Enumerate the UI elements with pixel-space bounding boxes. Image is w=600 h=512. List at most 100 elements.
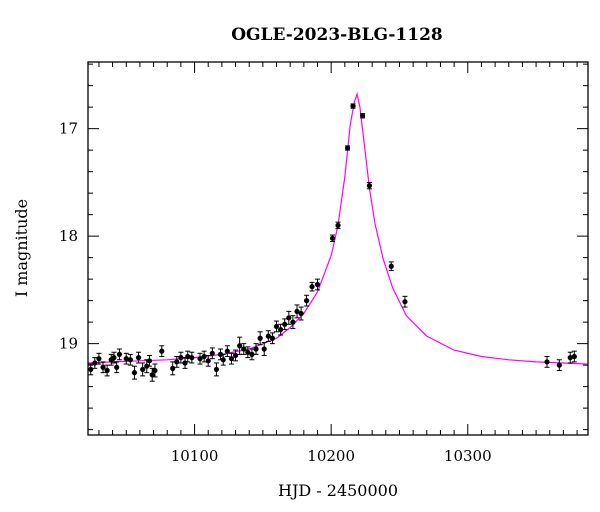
data-marker xyxy=(88,366,94,373)
chart-title: OGLE-2023-BLG-1128 xyxy=(231,25,443,45)
data-point xyxy=(127,353,133,366)
data-point xyxy=(140,362,146,377)
data-marker xyxy=(253,346,259,352)
data-point xyxy=(224,345,230,358)
data-point xyxy=(366,181,373,190)
data-point xyxy=(245,346,251,359)
x-tick-label: 10100 xyxy=(171,447,219,465)
data-point xyxy=(197,352,203,365)
data-marker xyxy=(197,356,203,362)
data-marker xyxy=(189,355,195,361)
data-marker xyxy=(182,360,188,366)
data-point xyxy=(159,345,165,358)
data-marker xyxy=(114,364,120,370)
data-point xyxy=(111,351,117,364)
data-marker xyxy=(100,364,106,370)
data-point xyxy=(544,356,550,368)
data-point xyxy=(261,342,267,356)
data-point xyxy=(237,336,243,355)
data-point xyxy=(182,357,188,369)
data-marker xyxy=(217,351,224,357)
data-marker xyxy=(261,346,267,352)
data-point xyxy=(189,351,195,364)
data-point xyxy=(146,354,153,367)
data-point xyxy=(282,318,288,331)
data-point xyxy=(116,348,123,361)
data-marker xyxy=(359,113,366,119)
data-point xyxy=(174,356,180,368)
y-axis-ticks: 17 18 19 xyxy=(59,63,588,431)
data-marker xyxy=(329,235,336,241)
data-marker xyxy=(116,351,123,357)
data-marker xyxy=(335,222,341,228)
data-marker xyxy=(294,308,300,314)
data-point xyxy=(241,343,247,355)
data-marker xyxy=(257,335,263,341)
data-point xyxy=(290,315,296,330)
data-marker xyxy=(174,359,180,365)
data-marker xyxy=(209,350,215,356)
data-point xyxy=(335,221,341,230)
data-marker xyxy=(127,357,133,363)
plot-frame xyxy=(87,61,589,436)
data-point xyxy=(298,306,304,321)
data-point xyxy=(388,261,394,272)
data-marker xyxy=(185,353,191,360)
data-marker xyxy=(298,310,304,317)
data-marker xyxy=(220,357,226,363)
data-point xyxy=(309,281,315,292)
data-marker xyxy=(144,363,150,369)
data-point xyxy=(257,331,263,346)
data-point xyxy=(402,295,408,308)
data-point xyxy=(114,361,120,374)
data-point xyxy=(108,353,114,366)
data-marker xyxy=(213,366,220,373)
data-marker xyxy=(282,321,288,327)
x-axis-ticks: 10100 10200 10300 xyxy=(98,62,578,465)
data-point xyxy=(170,361,176,376)
data-marker xyxy=(237,343,243,349)
data-point xyxy=(253,343,259,355)
data-point xyxy=(131,365,138,380)
data-marker xyxy=(350,103,356,109)
data-point xyxy=(100,361,106,374)
data-marker xyxy=(131,370,138,376)
data-point xyxy=(88,363,94,376)
data-point xyxy=(344,145,351,151)
data-marker xyxy=(265,333,271,339)
data-point xyxy=(92,357,98,369)
data-point xyxy=(329,234,336,243)
data-marker xyxy=(170,365,176,371)
x-axis-label: HJD - 2450000 xyxy=(278,481,398,500)
data-marker xyxy=(556,362,562,368)
data-point xyxy=(359,113,366,119)
data-marker xyxy=(544,359,550,365)
y-axis-label: I magnitude xyxy=(12,199,31,297)
data-marker xyxy=(571,353,577,360)
data-point xyxy=(314,278,321,291)
data-marker xyxy=(104,367,110,374)
data-marker xyxy=(366,183,373,189)
data-marker xyxy=(278,327,284,333)
data-marker xyxy=(286,315,292,321)
data-marker xyxy=(201,353,207,360)
data-marker xyxy=(241,346,247,352)
x-tick-label: 10200 xyxy=(307,447,355,465)
y-tick-label: 18 xyxy=(59,227,78,245)
data-marker xyxy=(96,356,102,362)
data-marker xyxy=(146,358,153,364)
data-point xyxy=(294,304,300,319)
data-point xyxy=(123,352,129,365)
data-point xyxy=(567,351,573,364)
data-point xyxy=(149,367,155,382)
data-marker xyxy=(149,372,155,378)
data-marker xyxy=(309,284,315,290)
data-marker xyxy=(402,299,408,305)
data-marker xyxy=(314,281,321,288)
data-marker xyxy=(290,319,296,325)
data-marker xyxy=(92,360,98,366)
data-point xyxy=(96,352,102,365)
data-marker xyxy=(140,366,146,373)
data-point xyxy=(201,350,207,363)
